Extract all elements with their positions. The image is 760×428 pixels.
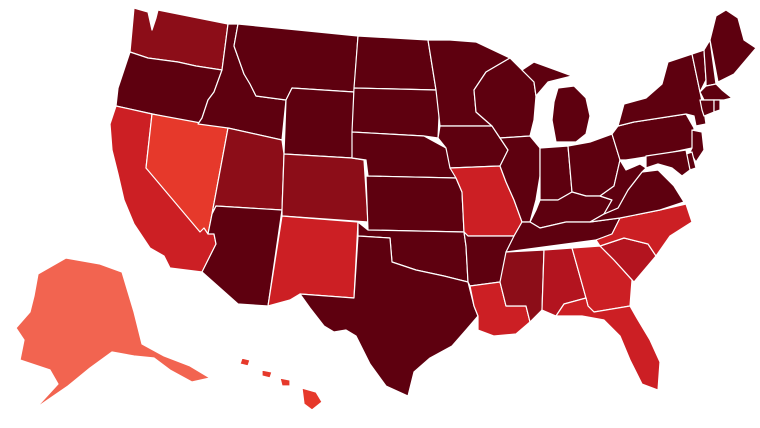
state-maryland[interactable] xyxy=(645,149,691,177)
state-maine[interactable] xyxy=(709,9,757,83)
state-kansas[interactable] xyxy=(365,175,465,233)
state-wyoming[interactable] xyxy=(283,87,355,159)
state-wisconsin[interactable] xyxy=(473,57,537,139)
state-massachusetts[interactable] xyxy=(699,83,733,101)
state-indiana[interactable] xyxy=(539,145,573,201)
state-connecticut[interactable] xyxy=(699,99,715,117)
state-michigan[interactable] xyxy=(521,61,591,143)
state-south-dakota[interactable] xyxy=(351,87,441,139)
state-alaska[interactable] xyxy=(15,257,211,409)
state-texas[interactable] xyxy=(299,235,479,397)
state-arizona[interactable] xyxy=(201,205,283,307)
state-new-york[interactable] xyxy=(617,53,707,127)
state-new-mexico[interactable] xyxy=(267,215,359,307)
state-new-jersey[interactable] xyxy=(689,129,705,163)
state-hawaii[interactable] xyxy=(239,357,323,411)
state-rhode-island[interactable] xyxy=(713,99,721,113)
state-north-dakota[interactable] xyxy=(353,35,437,91)
state-colorado[interactable] xyxy=(281,153,369,223)
state-west-virginia[interactable] xyxy=(599,159,647,215)
state-florida[interactable] xyxy=(555,297,661,391)
